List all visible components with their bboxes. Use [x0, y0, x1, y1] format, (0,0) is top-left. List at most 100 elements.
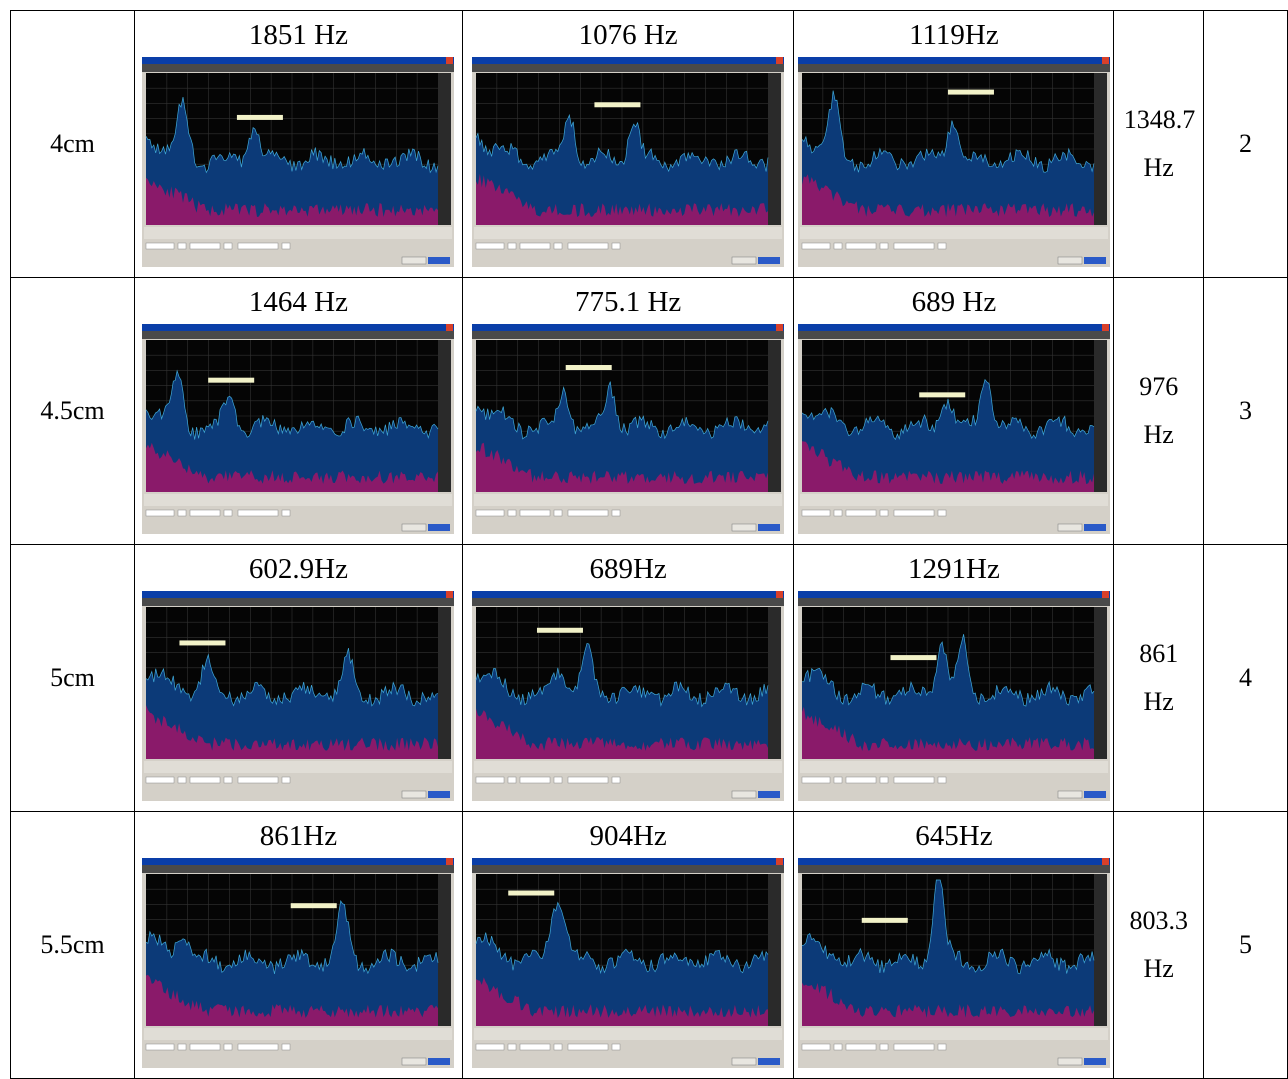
title-bar	[797, 858, 1110, 865]
peak-marker	[208, 377, 255, 383]
scale-column	[438, 340, 452, 492]
noise-fill	[476, 173, 769, 225]
measurement-cell: 689 Hz	[793, 277, 1115, 545]
noise-fill	[801, 441, 1094, 492]
table-row: 5cm 602.9Hz 689Hz 1291Hz 861 Hz 4	[9, 544, 1288, 812]
spectrum-line	[146, 97, 439, 174]
control	[282, 242, 291, 250]
status-bar	[474, 1028, 783, 1040]
peak-marker	[594, 102, 641, 108]
title-bar	[797, 324, 1110, 331]
button	[1083, 1058, 1106, 1065]
table-row: 5.5cm 861Hz 904Hz 645Hz 803.3 Hz 5	[9, 811, 1288, 1079]
control	[937, 776, 947, 784]
button	[758, 257, 781, 264]
control	[879, 509, 889, 517]
button	[402, 523, 427, 532]
control	[937, 509, 947, 517]
control	[801, 776, 831, 784]
control	[611, 242, 621, 250]
frequency-label: 1464 Hz	[248, 286, 348, 318]
spectrum-line	[475, 642, 769, 708]
average-cell: 1348.7 Hz	[1113, 10, 1205, 278]
button	[731, 256, 757, 265]
control	[553, 776, 563, 784]
scale-column	[1093, 340, 1107, 492]
spectrum-line	[146, 899, 439, 975]
control	[879, 1043, 889, 1051]
index-cell: 2	[1203, 10, 1288, 278]
control	[190, 242, 221, 250]
toolbar	[797, 64, 1110, 72]
average-label: 1348.7 Hz	[1123, 105, 1196, 182]
toolbar	[797, 865, 1110, 873]
index-label: 4	[1239, 663, 1253, 692]
close-button	[776, 324, 784, 331]
measurement-cell: 602.9Hz	[134, 544, 463, 812]
control	[507, 776, 517, 784]
control	[475, 776, 505, 784]
title-bar	[797, 57, 1110, 64]
button	[428, 257, 451, 264]
status-bar	[474, 494, 783, 506]
spectrum-line	[801, 879, 1095, 975]
peak-marker	[237, 114, 284, 120]
noise-fill	[476, 708, 769, 759]
title-bar	[472, 57, 785, 64]
control	[190, 776, 221, 784]
close-button	[446, 858, 454, 865]
status-bar	[474, 761, 783, 773]
control	[611, 1043, 621, 1051]
measurement-cell: 861Hz	[134, 811, 463, 1079]
status-bar	[144, 761, 453, 773]
control	[553, 509, 563, 517]
distance-label: 4.5cm	[40, 396, 105, 425]
analyzer-screenshot	[797, 591, 1110, 801]
spectrum-line	[801, 634, 1095, 707]
spectrum-line	[801, 90, 1095, 173]
spectrum-fill	[146, 900, 439, 1026]
control	[893, 242, 935, 250]
control	[519, 509, 551, 517]
index-label: 3	[1239, 396, 1253, 425]
control	[190, 509, 221, 517]
noise-fill	[801, 706, 1094, 759]
analyzer-screenshot	[142, 858, 455, 1068]
close-button	[1101, 324, 1109, 331]
measurement-cell: 1291Hz	[793, 544, 1115, 812]
peak-marker	[508, 890, 555, 896]
scale-column	[1093, 874, 1107, 1026]
control	[801, 242, 831, 250]
status-bar	[799, 761, 1108, 773]
status-bar	[799, 494, 1108, 506]
control	[190, 1043, 221, 1051]
control	[282, 776, 291, 784]
table-row: 4.5cm 1464 Hz 775.1 Hz 689 Hz 976 Hz 3	[9, 277, 1288, 545]
spectrum-line	[475, 113, 769, 173]
close-button	[446, 57, 454, 64]
control	[833, 776, 843, 784]
button	[758, 524, 781, 531]
distance-label: 4cm	[50, 129, 95, 158]
control	[519, 776, 551, 784]
control	[801, 1043, 831, 1051]
index-cell: 5	[1203, 811, 1288, 1079]
button	[758, 1058, 781, 1065]
button	[731, 523, 757, 532]
measurement-cell: 1076 Hz	[461, 10, 795, 278]
button	[731, 1057, 757, 1066]
control	[801, 509, 831, 517]
analyzer-screenshot	[142, 324, 455, 534]
distance-cell: 5cm	[9, 544, 136, 812]
distance-cell: 5.5cm	[9, 811, 136, 1079]
peak-marker	[947, 89, 994, 95]
control	[178, 776, 187, 784]
index-label: 5	[1239, 930, 1253, 959]
control	[611, 776, 621, 784]
button	[1083, 791, 1106, 798]
spectrum-fill	[801, 634, 1094, 759]
table-row: 4cm 1851 Hz 1076 Hz 1119Hz 1348.7 Hz 2	[9, 10, 1288, 278]
analyzer-screenshot	[142, 57, 455, 267]
scale-column	[1093, 607, 1107, 759]
close-button	[446, 324, 454, 331]
